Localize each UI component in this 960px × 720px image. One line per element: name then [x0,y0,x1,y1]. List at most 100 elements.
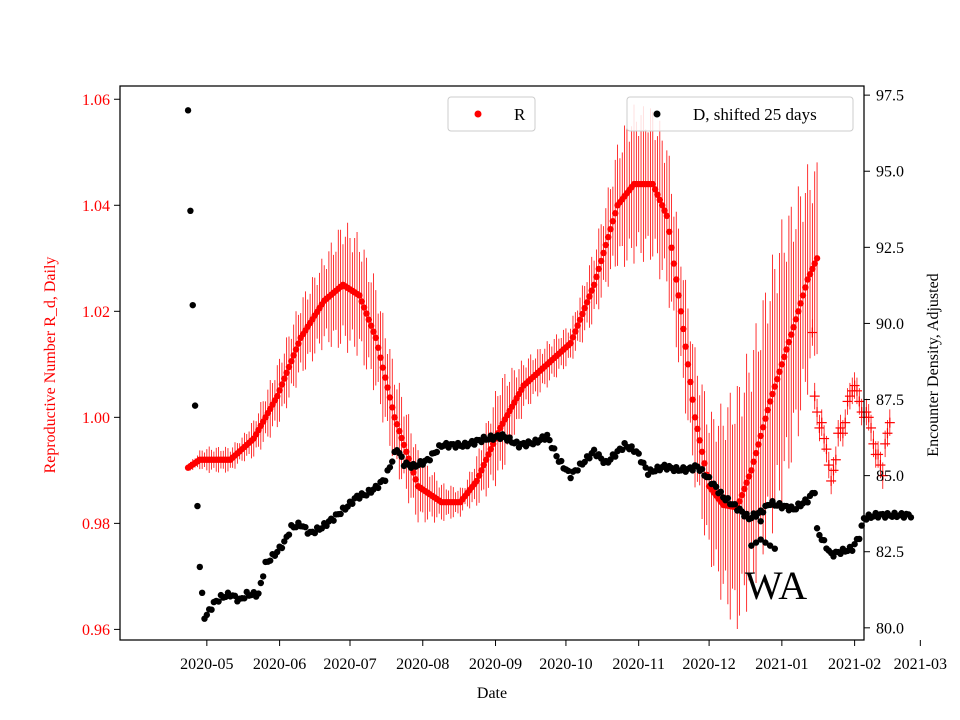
r-point [698,448,706,455]
r-point [374,344,382,351]
left-y-axis-title: Reproductive Number R_d, Daily [42,257,59,474]
r-point [651,186,659,193]
x-tick-label: 2020-12 [682,656,735,673]
r-point [360,304,368,311]
r-point [701,460,708,467]
r-point [804,276,811,283]
r-point [579,310,586,318]
r-point [771,383,779,390]
r-point [283,369,290,377]
d-point [766,542,774,549]
d-point [771,545,779,552]
r-point [745,473,753,480]
d-point [858,522,865,529]
legend-d[interactable]: D, shifted 25 days [626,96,854,132]
r-point [396,427,403,435]
r-point [778,361,786,368]
r-point [766,398,774,405]
r-point [654,191,661,198]
r-point [607,225,614,233]
d-point [259,573,267,580]
left-y-tick-label: 0.96 [82,622,110,639]
r-point [813,255,821,262]
r-point [391,414,398,421]
r-point [295,340,302,347]
d-point [581,458,588,466]
r-point [748,467,755,474]
d-point [187,207,194,215]
legend-d-marker [653,110,661,118]
r-point [389,404,396,411]
r-point [684,361,692,368]
d-point [189,301,196,309]
r-point [792,316,800,323]
d-point [558,457,565,465]
r-point [663,212,671,220]
r-point [799,292,807,299]
r-point [665,228,673,235]
d-point [752,539,760,546]
r-point [487,445,495,453]
r-point [278,381,286,388]
right-y-tick-label: 80.0 [876,620,904,637]
x-tick-label: 2021-03 [894,656,947,673]
r-point [764,406,771,414]
d-point [849,547,856,554]
left-y-tick-label: 1.06 [82,92,110,109]
d-point [816,531,823,539]
r-point [485,451,492,458]
r-point [752,449,760,457]
r-point [797,300,804,307]
right-y-axis-title: Encounter Density, Adjusted [925,273,942,456]
d-point [363,492,370,499]
r-point [398,434,405,442]
d-point [705,473,713,481]
d-point [813,525,821,532]
r-point [370,328,377,335]
x-tick-label: 2020-09 [469,656,522,673]
d-point [586,455,593,462]
r-point [367,322,375,329]
x-tick-label: 2020-11 [612,656,665,673]
d-point [907,514,915,521]
d-point [717,488,725,495]
d-point [267,557,274,564]
d-point [344,503,351,510]
d-point [644,471,652,478]
legend-r[interactable]: R [447,96,536,132]
d-point [257,579,265,587]
x-axis-title: Date [477,685,507,702]
r-point [762,415,769,422]
r-point [785,338,793,346]
d-point [522,443,530,450]
r-point [773,375,781,383]
d-point [198,589,206,597]
d-point [426,457,434,464]
r-point [480,461,487,469]
d-point [356,495,363,502]
r-point [386,394,394,401]
r-point [581,304,588,312]
r-point [288,357,295,365]
x-tick-label: 2020-10 [539,656,592,673]
d-point [184,107,192,114]
r-point [689,396,696,403]
d-point [203,611,211,619]
d-point [762,539,769,546]
r-point [593,273,600,281]
r-point [673,276,680,283]
right-y-tick-label: 92.5 [876,240,904,257]
d-point [792,506,800,513]
d-point [856,535,863,543]
d-point [748,542,755,549]
d-point [851,540,858,548]
r-point [358,298,365,305]
legend-r-marker [474,110,482,118]
d-point [757,518,764,525]
r-point [755,441,762,448]
r-point [806,271,814,278]
d-point [215,598,222,605]
d-point [241,595,248,602]
r-point [776,368,783,375]
state-annotation: WA [745,563,807,608]
